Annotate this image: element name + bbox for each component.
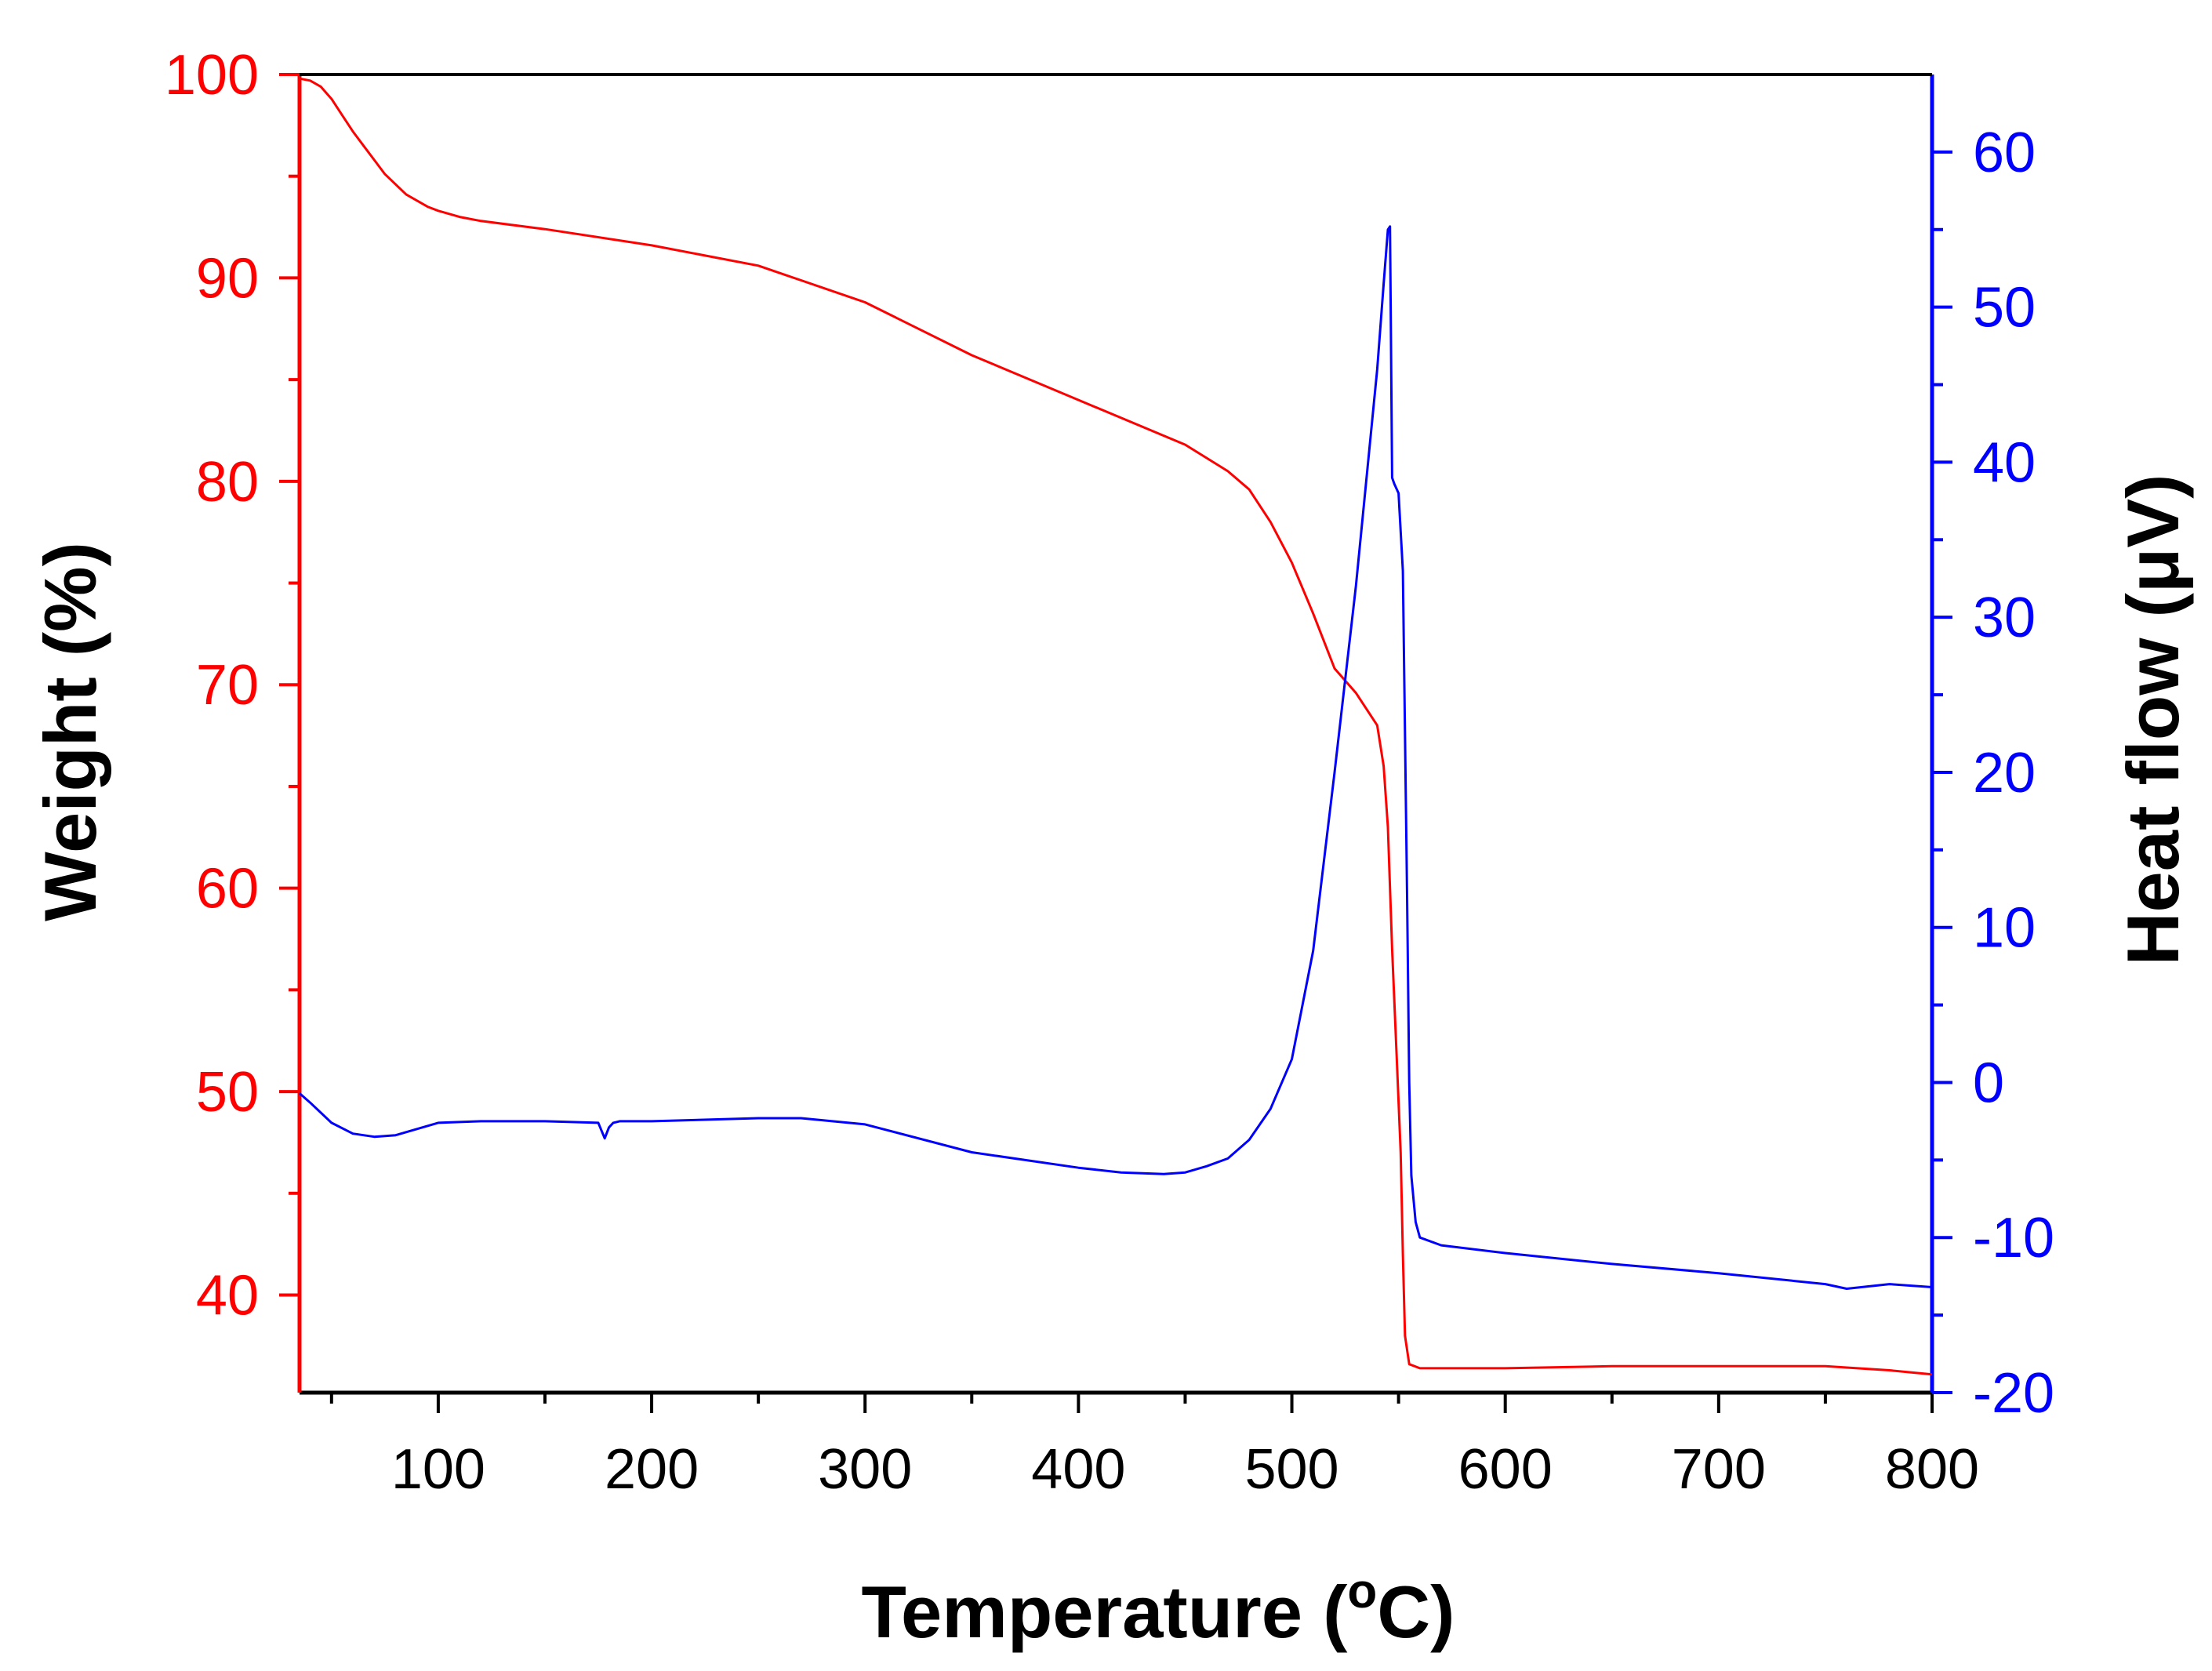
y-left-tick-label: 100 (165, 44, 259, 107)
y-right-tick-label: -20 (1973, 1362, 2054, 1425)
tick-label-layer: 100 200 300 400 500 600 700 800405060708090100-… (165, 44, 2054, 1501)
x-tick-label: 500 (1244, 1438, 1338, 1501)
x-axis-title-tail: C) (1377, 1571, 1455, 1653)
x-tick-label: 400 (1031, 1438, 1125, 1501)
x-axis-title-superscript: o (1347, 1564, 1377, 1618)
y-right-tick-label: 20 (1973, 742, 2036, 805)
x-tick-label: 600 (1458, 1438, 1553, 1501)
heat-flow-series-line (299, 225, 1933, 1290)
x-axis-title-main: Temperature ( (862, 1571, 1349, 1653)
y-right-tick-label: 0 (1973, 1052, 2004, 1114)
x-tick-label: 200 (605, 1438, 699, 1501)
y-left-tick-label: 40 (196, 1264, 259, 1327)
weight-series-line (299, 77, 1933, 1376)
y-right-tick-label: 50 (1973, 277, 2036, 340)
x-tick-label: 700 (1672, 1438, 1766, 1501)
y-left-tick-label: 80 (196, 451, 259, 514)
y-left-tick-label: 70 (196, 654, 259, 717)
x-axis-title: Temperature (oC) (862, 1564, 1455, 1653)
y-left-tick-label: 90 (196, 247, 259, 310)
y-left-tick-label: 50 (196, 1061, 259, 1124)
y-left-tick-label: 60 (196, 858, 259, 921)
plot-frame-top (300, 73, 1932, 76)
y-right-tick-label: -10 (1973, 1207, 2054, 1270)
tick-layer (279, 73, 1952, 1413)
y-right-tick-label: 40 (1973, 431, 2036, 494)
y-left-axis-title: Weight (%) (29, 542, 111, 921)
series-layer (299, 77, 1933, 1376)
x-tick-label: 800 (1885, 1438, 1979, 1501)
y-right-tick-label: 30 (1973, 587, 2036, 649)
y-right-axis-title: Heat flow (μV) (2112, 474, 2194, 966)
y-right-tick-label: 10 (1973, 897, 2036, 960)
y-right-tick-label: 60 (1973, 122, 2036, 184)
x-tick-label: 100 (391, 1438, 485, 1501)
x-tick-label: 300 (818, 1438, 912, 1501)
